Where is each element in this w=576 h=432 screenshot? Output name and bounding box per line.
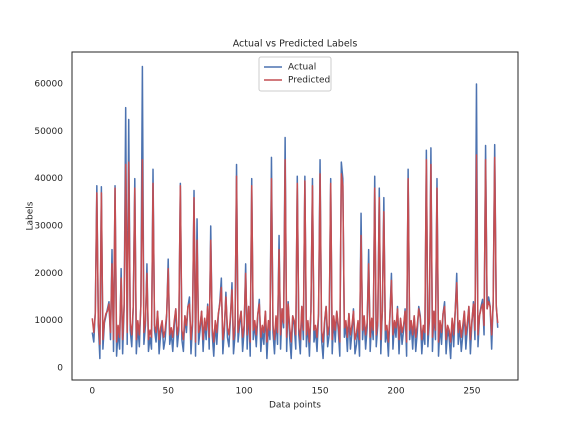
legend-label: Actual: [288, 63, 316, 73]
x-tick-label: 0: [89, 387, 95, 397]
x-tick-label: 200: [387, 387, 404, 397]
x-tick-label: 150: [311, 387, 328, 397]
legend: Actual Predicted: [258, 56, 332, 92]
y-tick-label: 30000: [34, 221, 63, 231]
chart-title: Actual vs Predicted Labels: [233, 39, 358, 50]
y-tick-label: 40000: [34, 174, 63, 184]
legend-box: [258, 56, 332, 92]
x-tick-label: 100: [236, 387, 253, 397]
y-tick-label: 20000: [34, 269, 63, 279]
y-axis-label: Labels: [26, 201, 36, 230]
data-line: [91, 154, 499, 346]
x-axis-label: Data points: [269, 401, 321, 411]
x-tick-label: 250: [463, 387, 480, 397]
y-tick-label: 60000: [34, 79, 63, 89]
legend-label: Predicted: [288, 76, 330, 86]
y-tick-label: 10000: [34, 316, 63, 326]
x-tick-label: 50: [162, 387, 174, 397]
y-tick-label: 0: [57, 364, 63, 374]
y-tick-label: 50000: [34, 127, 63, 137]
